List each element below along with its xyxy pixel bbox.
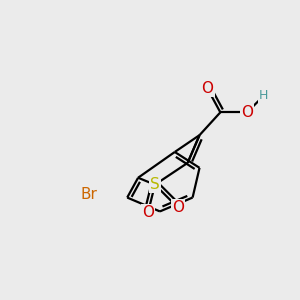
Text: O: O [172,200,184,215]
Text: H: H [259,89,268,102]
Text: Br: Br [80,187,97,202]
Text: O: O [142,205,154,220]
Text: S: S [150,177,160,192]
Text: O: O [202,81,214,96]
Text: O: O [241,105,253,120]
